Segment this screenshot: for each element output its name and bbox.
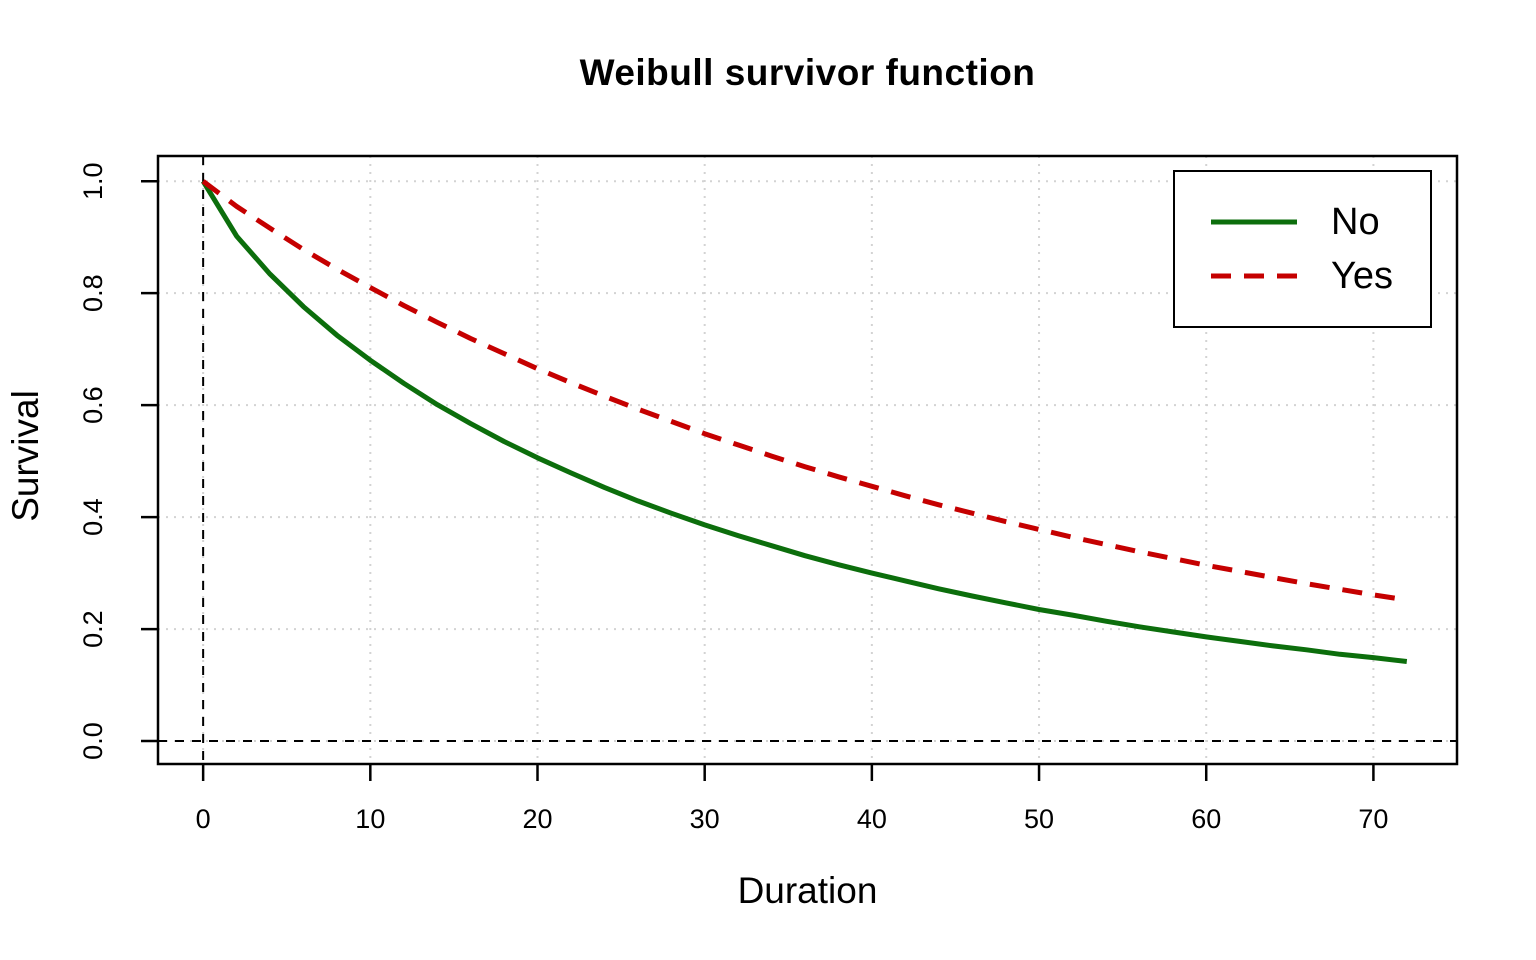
legend-item-yes: Yes xyxy=(1175,249,1430,303)
x-tick-label: 50 xyxy=(1024,804,1054,834)
x-tick-label: 20 xyxy=(522,804,552,834)
legend-label-no: No xyxy=(1331,201,1380,243)
x-tick-label: 40 xyxy=(857,804,887,834)
legend: No Yes xyxy=(1173,170,1432,328)
x-tick-label: 0 xyxy=(196,804,211,834)
y-tick-label: 0.8 xyxy=(78,274,108,312)
y-tick-label: 0.0 xyxy=(78,722,108,760)
curve-no xyxy=(200,179,1408,664)
legend-item-no: No xyxy=(1175,195,1430,249)
y-tick-label: 0.4 xyxy=(78,498,108,536)
chart-title: Weibull survivor function xyxy=(579,52,1036,93)
y-axis-label: Survival xyxy=(5,390,46,522)
legend-line-yes xyxy=(1211,273,1297,279)
y-tick-label: 1.0 xyxy=(78,162,108,200)
x-axis-label: Duration xyxy=(737,870,878,911)
y-tick-label: 0.2 xyxy=(78,610,108,648)
x-tick-label: 10 xyxy=(355,804,385,834)
x-tick-label: 30 xyxy=(690,804,720,834)
curve-yes xyxy=(201,179,1408,603)
x-tick-label: 70 xyxy=(1358,804,1388,834)
plot-border xyxy=(156,154,1459,766)
y-tick-label: 0.6 xyxy=(78,386,108,424)
legend-line-no xyxy=(1211,219,1297,225)
x-tick-label: 60 xyxy=(1191,804,1221,834)
legend-label-yes: Yes xyxy=(1331,255,1393,297)
